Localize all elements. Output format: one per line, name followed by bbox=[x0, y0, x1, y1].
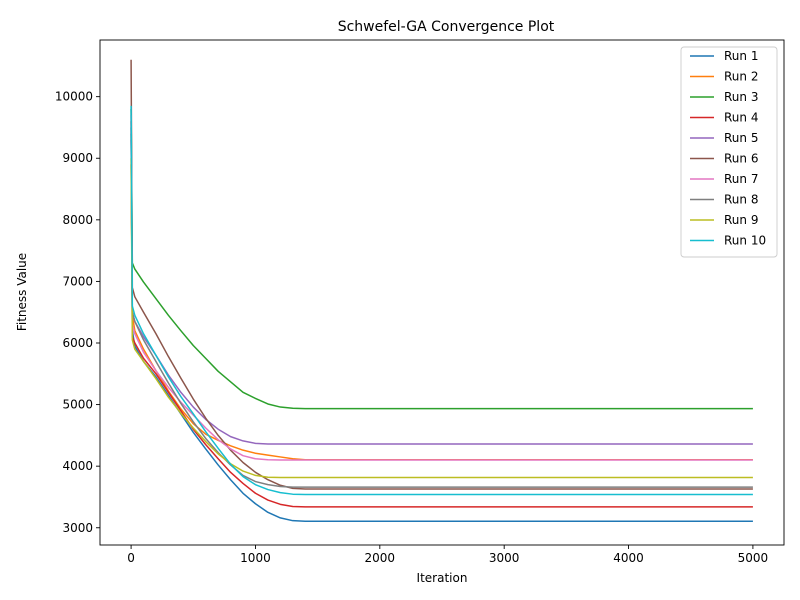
series-line-run-3 bbox=[130, 108, 753, 410]
y-tick-label: 7000 bbox=[62, 274, 93, 288]
x-tick-label: 2000 bbox=[365, 551, 396, 565]
series-line-run-9 bbox=[130, 158, 753, 479]
y-axis-label: Fitness Value bbox=[15, 253, 29, 331]
legend-label: Run 6 bbox=[724, 152, 758, 166]
x-axis-ticks: 0 1000 2000 3000 4000 5000 bbox=[127, 545, 768, 565]
series-line-run-10 bbox=[130, 105, 753, 496]
legend-label: Run 9 bbox=[724, 213, 758, 227]
series-line-run-6 bbox=[130, 59, 753, 490]
legend-label: Run 2 bbox=[724, 70, 758, 84]
x-tick-label: 3000 bbox=[489, 551, 520, 565]
series-line-run-4 bbox=[130, 121, 753, 508]
legend-label: Run 1 bbox=[724, 49, 758, 63]
x-tick-label: 4000 bbox=[613, 551, 644, 565]
y-tick-label: 4000 bbox=[62, 459, 93, 473]
y-tick-label: 6000 bbox=[62, 336, 93, 350]
plot-lines bbox=[130, 59, 753, 523]
series-line-run-2 bbox=[130, 164, 753, 461]
x-tick-label: 1000 bbox=[240, 551, 271, 565]
series-line-run-7 bbox=[130, 115, 753, 461]
legend-label: Run 10 bbox=[724, 234, 766, 248]
legend-label: Run 8 bbox=[724, 193, 758, 207]
legend-label: Run 3 bbox=[724, 90, 758, 104]
y-tick-label: 8000 bbox=[62, 213, 93, 227]
y-tick-label: 10000 bbox=[55, 90, 93, 104]
legend-label: Run 5 bbox=[724, 131, 758, 145]
y-tick-label: 3000 bbox=[62, 521, 93, 535]
y-axis-ticks: 3000 4000 5000 6000 7000 8000 9000 10000 bbox=[55, 90, 100, 535]
x-tick-label: 5000 bbox=[738, 551, 769, 565]
legend-label: Run 4 bbox=[724, 111, 758, 125]
chart-title: Schwefel-GA Convergence Plot bbox=[338, 19, 555, 35]
y-tick-label: 5000 bbox=[62, 398, 93, 412]
series-line-run-8 bbox=[130, 133, 753, 488]
legend: Run 1 Run 2 Run 3 Run 4 Run 5 Run 6 Run 7 Run 8… bbox=[680, 46, 778, 258]
y-tick-label: 9000 bbox=[62, 151, 93, 165]
legend-box bbox=[680, 46, 778, 258]
series-line-run-5 bbox=[130, 139, 753, 445]
plot-frame bbox=[99, 39, 785, 546]
x-tick-label: 0 bbox=[127, 551, 135, 565]
x-axis-label: Iteration bbox=[417, 571, 468, 585]
legend-label: Run 7 bbox=[724, 172, 758, 186]
